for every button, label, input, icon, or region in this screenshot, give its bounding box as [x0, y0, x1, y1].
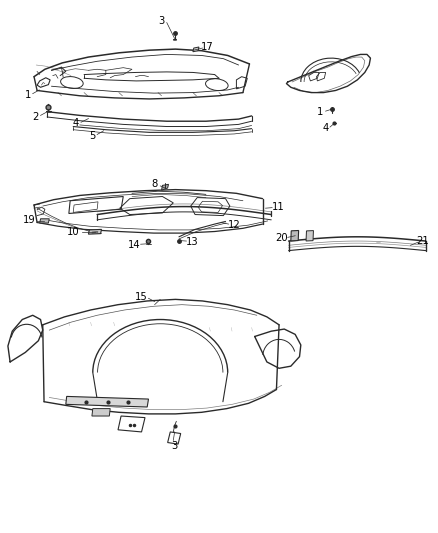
Text: 17: 17: [201, 42, 214, 52]
Text: 5: 5: [89, 131, 95, 141]
Text: 21: 21: [416, 236, 429, 246]
Text: 4: 4: [72, 118, 78, 128]
Text: 4: 4: [322, 123, 328, 133]
Polygon shape: [291, 230, 299, 241]
Text: 19: 19: [23, 215, 36, 225]
Text: 10: 10: [67, 227, 80, 237]
Polygon shape: [92, 409, 110, 416]
Text: 13: 13: [186, 237, 198, 247]
Text: 14: 14: [128, 240, 141, 250]
Polygon shape: [40, 219, 49, 223]
Polygon shape: [162, 184, 169, 190]
Polygon shape: [193, 47, 199, 52]
Text: 3: 3: [159, 16, 165, 26]
Polygon shape: [306, 231, 314, 241]
Polygon shape: [66, 397, 148, 407]
Text: 12: 12: [228, 220, 240, 230]
Polygon shape: [88, 229, 102, 234]
Text: 2: 2: [32, 112, 39, 122]
Text: 20: 20: [275, 233, 288, 243]
Text: 3: 3: [172, 441, 178, 451]
Text: 8: 8: [152, 179, 158, 189]
Text: 15: 15: [135, 292, 148, 302]
Text: 1: 1: [25, 90, 32, 100]
Text: 1: 1: [317, 107, 323, 117]
Text: 11: 11: [272, 202, 284, 212]
